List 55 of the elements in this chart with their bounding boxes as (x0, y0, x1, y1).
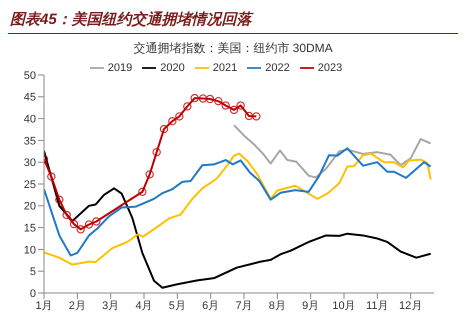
x-tick-label: 1月 (35, 300, 53, 312)
chart-title: 图表45：美国纽约交通拥堵情况回落 (8, 8, 458, 34)
point (84, 220, 94, 229)
point (190, 94, 199, 102)
point (145, 170, 154, 179)
legend-label: 2021 (212, 62, 238, 74)
y-tick-label: 0 (30, 288, 36, 300)
x-tick-label: 6月 (202, 300, 220, 312)
point (183, 102, 192, 111)
x-tick-label: 8月 (268, 300, 286, 312)
x-tick-label: 9月 (302, 300, 320, 312)
line-series (233, 124, 432, 178)
y-tick-label: 10 (24, 244, 36, 256)
point (198, 94, 208, 103)
legend-label: 2019 (108, 62, 132, 74)
y-tick-label: 15 (24, 222, 36, 235)
chart-subtitle: 交通拥堵指数：美国：纽约市 30DMA (132, 40, 334, 57)
point (252, 112, 261, 121)
y-tick-label: 50 (24, 70, 36, 82)
legend-label: 2023 (318, 62, 342, 74)
point (160, 124, 168, 134)
x-tick-label: 11月 (366, 300, 389, 312)
point (152, 148, 161, 156)
x-tick-label: 3月 (102, 300, 120, 312)
x-tick-label: 7月 (235, 300, 253, 312)
x-tick-label: 5月 (168, 300, 186, 312)
point (55, 195, 64, 204)
point (138, 188, 147, 196)
point (214, 96, 223, 106)
x-tick-label: 12月 (399, 300, 422, 312)
point (168, 117, 177, 126)
y-tick-label: 25 (24, 178, 36, 191)
point (62, 210, 71, 220)
x-tick-label: 4月 (135, 300, 153, 312)
y-tick-label: 30 (24, 157, 36, 170)
legend-label: 2020 (160, 62, 185, 74)
y-tick-label: 45 (24, 92, 36, 104)
point (230, 106, 238, 114)
line-series (44, 150, 432, 289)
point (47, 172, 56, 181)
y-tick-label: 5 (30, 266, 36, 278)
point (236, 101, 245, 110)
point (244, 112, 254, 120)
point (76, 225, 85, 234)
point (70, 220, 78, 228)
y-tick-label: 20 (24, 200, 36, 213)
legend-label: 2022 (265, 62, 290, 74)
point (175, 112, 184, 121)
point (206, 94, 214, 104)
x-tick-label: 2月 (68, 300, 86, 312)
x-tick-label: 10月 (332, 300, 356, 312)
point (92, 217, 101, 226)
y-tick-label: 40 (24, 114, 36, 126)
y-tick-label: 35 (24, 135, 36, 148)
point (221, 101, 230, 110)
